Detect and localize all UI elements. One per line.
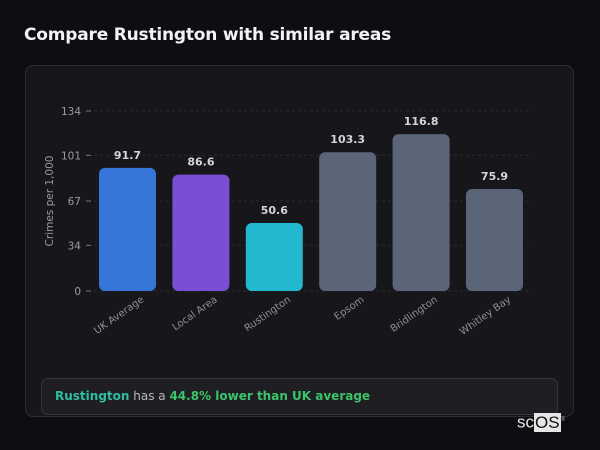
category-label: Bridlington: [389, 294, 440, 334]
y-axis-label: Crimes per 1,000: [44, 156, 56, 247]
comparison-callout: Rustington has a 44.8% lower than UK ave…: [41, 378, 558, 415]
y-tick-label: 134: [61, 106, 81, 118]
bar-rustington: [245, 223, 303, 291]
page-title: Compare Rustington with similar areas: [24, 25, 392, 45]
y-tick-label: 67: [68, 196, 81, 208]
callout-middle: has a: [129, 389, 170, 403]
logo-mark: ®: [560, 417, 565, 423]
logo-box-text: OS: [534, 412, 561, 432]
bar-bridlington: [392, 134, 450, 291]
value-label: 103.3: [330, 133, 365, 146]
logo-text: sc: [517, 412, 534, 432]
y-tick-label: 34: [68, 240, 82, 252]
y-tick-label: 101: [61, 150, 81, 162]
value-label: 50.6: [261, 204, 288, 217]
value-label: 75.9: [481, 170, 508, 183]
value-label: 116.8: [404, 115, 439, 128]
callout-diff: 44.8% lower than UK average: [169, 389, 371, 403]
callout-area: Rustington: [55, 389, 130, 403]
value-label: 91.7: [114, 149, 141, 162]
category-label: Epsom: [332, 294, 366, 322]
category-label: Whitley Bay: [458, 294, 513, 337]
bar-local-area: [172, 174, 230, 291]
category-label: UK Average: [92, 294, 146, 336]
bar-epsom: [319, 152, 377, 291]
value-label: 86.6: [187, 156, 214, 169]
bar-uk-average: [99, 167, 156, 291]
scos-logo: scOS®: [517, 411, 565, 432]
y-tick-label: 0: [74, 286, 81, 298]
category-label: Rustington: [243, 294, 293, 334]
bar-whitley-bay: [466, 189, 523, 291]
category-label: Local Area: [171, 294, 220, 333]
